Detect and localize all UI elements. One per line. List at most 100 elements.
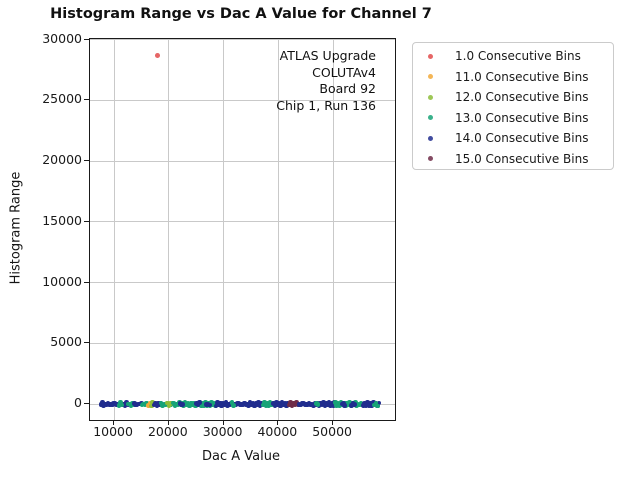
legend-marker-icon (428, 53, 433, 59)
scatter-point (368, 401, 373, 406)
scatter-point (166, 403, 172, 409)
scatter-point (165, 400, 171, 406)
scatter-point (246, 403, 251, 408)
gridline (90, 221, 395, 223)
legend-item: 15.0 Consecutive Bins (413, 149, 613, 170)
x-axis-label: Dac A Value (202, 449, 280, 464)
scatter-point (150, 400, 156, 405)
scatter-point (370, 400, 376, 405)
scatter-point (266, 403, 272, 408)
scatter-point (201, 402, 207, 408)
scatter-point (217, 400, 223, 406)
plot-annotation: ATLAS Upgrade COLUTAv4 Board 92 Chip 1, … (276, 48, 376, 114)
chart-title: Histogram Range vs Dac A Value for Chann… (50, 6, 432, 22)
scatter-point (207, 402, 212, 408)
scatter-point (252, 403, 257, 409)
scatter-point (278, 403, 283, 409)
annotation-line: Board 92 (319, 81, 376, 96)
gridline (277, 39, 279, 420)
scatter-point (250, 401, 256, 406)
y-tick-label: 15000 (42, 212, 82, 228)
x-tick-mark (113, 420, 115, 425)
scatter-point (294, 400, 299, 405)
scatter-point (229, 400, 235, 405)
scatter-point (219, 403, 224, 409)
scatter-point (352, 401, 357, 407)
scatter-point (337, 403, 342, 409)
scatter-point (187, 403, 192, 409)
scatter-point (292, 402, 298, 408)
scatter-point (230, 403, 236, 408)
scatter-point (158, 400, 164, 406)
scatter-point (260, 402, 266, 408)
annotation-line: COLUTAv4 (312, 64, 376, 80)
scatter-point (375, 403, 380, 409)
scatter-point (193, 403, 198, 409)
scatter-point (369, 403, 375, 409)
scatter-point (223, 400, 229, 406)
scatter-point (256, 400, 261, 406)
legend-item-label: 14.0 Consecutive Bins (455, 131, 589, 146)
scatter-point (154, 403, 160, 409)
scatter-point (116, 403, 122, 408)
scatter-point (267, 399, 273, 405)
legend-item: 12.0 Consecutive Bins (413, 87, 613, 108)
scatter-point (311, 403, 316, 408)
legend-item: 11.0 Consecutive Bins (413, 67, 613, 88)
y-tick-mark (84, 38, 89, 40)
scatter-point (373, 400, 379, 406)
gridline (90, 160, 395, 162)
scatter-point (180, 402, 185, 407)
legend-item-label: 1.0 Consecutive Bins (455, 49, 581, 64)
y-tick-mark (84, 160, 89, 162)
y-tick-mark (84, 281, 89, 283)
x-tick-label: 10000 (93, 424, 133, 439)
scatter-point (342, 403, 348, 408)
scatter-point (153, 400, 158, 406)
x-tick-mark (332, 420, 334, 425)
y-tick-label: 0 (74, 395, 82, 411)
legend-item: 13.0 Consecutive Bins (413, 108, 613, 129)
scatter-point (100, 400, 105, 406)
scatter-point-outlier (154, 53, 160, 58)
legend-marker-icon (428, 74, 433, 80)
scatter-point (182, 400, 188, 405)
gridline (113, 39, 115, 420)
plot-area (89, 38, 396, 421)
scatter-point (257, 403, 263, 409)
y-tick-mark (84, 220, 89, 222)
scatter-point (149, 403, 154, 409)
x-tick-label: 20000 (147, 424, 188, 439)
x-tick-mark (222, 420, 224, 425)
legend: 1.0 Consecutive Bins 11.0 Consecutive Bi… (412, 42, 614, 170)
gridline (168, 39, 170, 420)
y-tick-label: 20000 (42, 152, 82, 168)
gridline (223, 39, 225, 420)
scatter-point (118, 400, 123, 405)
scatter-point (195, 402, 201, 408)
scatter-point (213, 403, 219, 409)
scatter-point (276, 401, 282, 406)
scatter-point (203, 399, 208, 405)
scatter-point (119, 402, 125, 408)
scatter-point (376, 400, 382, 406)
gridline (90, 99, 395, 101)
gridline (90, 282, 395, 284)
scatter-point (347, 400, 352, 406)
scatter-point (283, 403, 289, 409)
legend-item-label: 12.0 Consecutive Bins (455, 90, 589, 105)
x-tick-label: 50000 (312, 424, 352, 439)
y-tick-label: 5000 (50, 334, 82, 350)
legend-marker-icon (428, 115, 433, 121)
scatter-point (185, 400, 191, 406)
y-tick-label: 25000 (42, 91, 82, 107)
legend-item: 14.0 Consecutive Bins (413, 128, 613, 149)
scatter-point (322, 403, 328, 409)
annotation-line: Chip 1, Run 136 (276, 97, 376, 113)
y-tick-mark (84, 99, 89, 101)
scatter-point (363, 403, 369, 408)
legend-item-label: 13.0 Consecutive Bins (455, 110, 589, 125)
y-tick-mark (84, 403, 89, 405)
legend-item-label: 15.0 Consecutive Bins (455, 151, 589, 166)
